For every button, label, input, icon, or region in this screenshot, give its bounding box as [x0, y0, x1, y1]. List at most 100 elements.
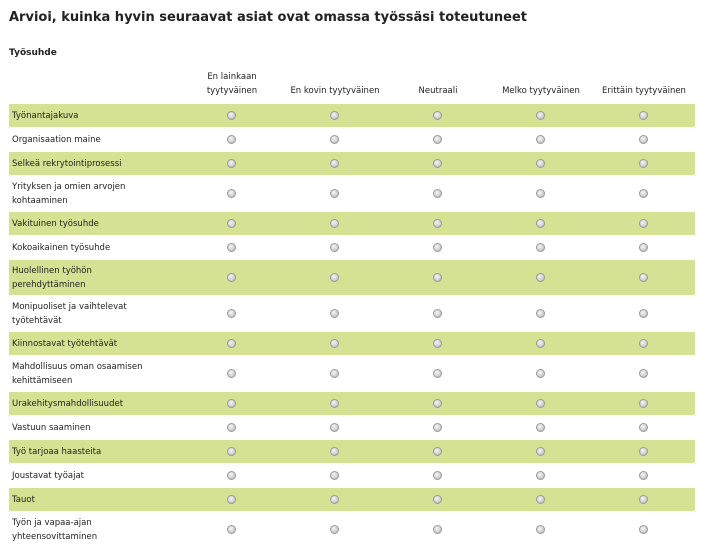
radio-button-icon[interactable]	[536, 189, 545, 198]
radio-button-icon[interactable]	[639, 369, 648, 378]
radio-button-icon[interactable]	[227, 339, 236, 348]
radio-button-icon[interactable]	[330, 471, 339, 480]
row-label: Tauot	[12, 495, 35, 505]
radio-button-icon[interactable]	[433, 369, 442, 378]
radio-button-icon[interactable]	[227, 135, 236, 144]
radio-button-icon[interactable]	[536, 159, 545, 168]
radio-button-icon[interactable]	[433, 243, 442, 252]
column-header-line2: Neutraali	[418, 86, 458, 96]
radio-button-icon[interactable]	[536, 135, 545, 144]
radio-button-icon[interactable]	[536, 399, 545, 408]
radio-button-icon[interactable]	[639, 471, 648, 480]
radio-button-icon[interactable]	[433, 423, 442, 432]
radio-button-icon[interactable]	[639, 219, 648, 228]
radio-button-icon[interactable]	[639, 339, 648, 348]
column-header-2: En kovin tyytyväinen	[285, 68, 385, 98]
radio-button-icon[interactable]	[536, 219, 545, 228]
radio-button-icon[interactable]	[639, 135, 648, 144]
radio-button-icon[interactable]	[433, 471, 442, 480]
radio-button-icon[interactable]	[433, 111, 442, 120]
radio-button-icon[interactable]	[639, 243, 648, 252]
radio-button-icon[interactable]	[330, 189, 339, 198]
radio-button-icon[interactable]	[639, 159, 648, 168]
radio-button-icon[interactable]	[433, 339, 442, 348]
radio-button-icon[interactable]	[536, 339, 545, 348]
row-label: Työn ja vapaa-ajan yhteensovittaminen	[12, 518, 98, 542]
radio-button-icon[interactable]	[536, 111, 545, 120]
radio-button-icon[interactable]	[536, 243, 545, 252]
radio-button-icon[interactable]	[433, 495, 442, 504]
radio-button-icon[interactable]	[330, 339, 339, 348]
radio-button-icon[interactable]	[433, 273, 442, 282]
radio-button-icon[interactable]	[227, 369, 236, 378]
radio-button-icon[interactable]	[433, 447, 442, 456]
column-header-line1: En lainkaan	[207, 72, 257, 82]
radio-button-icon[interactable]	[227, 219, 236, 228]
row-label: Huolellinen työhön perehdyttäminen	[12, 266, 92, 290]
table-row: Mahdollisuus oman osaamisen kehittämisee…	[9, 356, 695, 392]
radio-button-icon[interactable]	[433, 309, 442, 318]
radio-button-icon[interactable]	[227, 525, 236, 534]
radio-button-icon[interactable]	[330, 525, 339, 534]
radio-button-icon[interactable]	[639, 273, 648, 282]
radio-button-icon[interactable]	[227, 159, 236, 168]
table-row: Monipuoliset ja vaihtelevat työtehtävät	[9, 296, 695, 332]
radio-button-icon[interactable]	[639, 189, 648, 198]
radio-button-icon[interactable]	[227, 447, 236, 456]
row-label: Organisaation maine	[12, 135, 101, 145]
radio-button-icon[interactable]	[536, 471, 545, 480]
radio-button-icon[interactable]	[433, 219, 442, 228]
table-row: Vastuun saaminen	[9, 416, 695, 440]
row-label: Mahdollisuus oman osaamisen kehittämisee…	[12, 362, 143, 386]
radio-button-icon[interactable]	[330, 369, 339, 378]
radio-button-icon[interactable]	[227, 495, 236, 504]
radio-button-icon[interactable]	[433, 135, 442, 144]
row-label: Selkeä rekrytointiprosessi	[12, 159, 122, 169]
radio-button-icon[interactable]	[639, 447, 648, 456]
radio-button-icon[interactable]	[639, 399, 648, 408]
radio-button-icon[interactable]	[330, 135, 339, 144]
radio-button-icon[interactable]	[639, 495, 648, 504]
radio-button-icon[interactable]	[639, 111, 648, 120]
radio-button-icon[interactable]	[227, 273, 236, 282]
table-row: Selkeä rekrytointiprosessi	[9, 152, 695, 176]
radio-button-icon[interactable]	[227, 309, 236, 318]
radio-button-icon[interactable]	[330, 423, 339, 432]
row-label: Yrityksen ja omien arvojen kohtaaminen	[12, 182, 126, 206]
radio-button-icon[interactable]	[330, 309, 339, 318]
radio-button-icon[interactable]	[536, 525, 545, 534]
radio-button-icon[interactable]	[227, 423, 236, 432]
radio-button-icon[interactable]	[536, 495, 545, 504]
table-row: Työn ja vapaa-ajan yhteensovittaminen	[9, 512, 695, 548]
radio-button-icon[interactable]	[330, 219, 339, 228]
radio-button-icon[interactable]	[536, 369, 545, 378]
radio-button-icon[interactable]	[227, 399, 236, 408]
radio-button-icon[interactable]	[536, 309, 545, 318]
radio-button-icon[interactable]	[227, 243, 236, 252]
radio-button-icon[interactable]	[433, 399, 442, 408]
radio-button-icon[interactable]	[433, 525, 442, 534]
radio-button-icon[interactable]	[330, 111, 339, 120]
radio-button-icon[interactable]	[330, 447, 339, 456]
radio-button-icon[interactable]	[433, 189, 442, 198]
radio-button-icon[interactable]	[330, 159, 339, 168]
radio-button-icon[interactable]	[227, 189, 236, 198]
radio-button-icon[interactable]	[639, 525, 648, 534]
radio-button-icon[interactable]	[536, 447, 545, 456]
radio-button-icon[interactable]	[536, 273, 545, 282]
column-header-line2: Melko tyytyväinen	[502, 86, 580, 96]
radio-button-icon[interactable]	[536, 423, 545, 432]
row-label: Työ tarjoaa haasteita	[12, 447, 102, 457]
radio-button-icon[interactable]	[433, 159, 442, 168]
section-label: Työsuhde	[9, 48, 57, 58]
column-header-5: Erittäin tyytyväinen	[594, 68, 694, 98]
radio-button-icon[interactable]	[227, 471, 236, 480]
radio-button-icon[interactable]	[227, 111, 236, 120]
radio-button-icon[interactable]	[639, 423, 648, 432]
radio-button-icon[interactable]	[330, 399, 339, 408]
radio-button-icon[interactable]	[330, 273, 339, 282]
radio-button-icon[interactable]	[639, 309, 648, 318]
radio-button-icon[interactable]	[330, 243, 339, 252]
radio-button-icon[interactable]	[330, 495, 339, 504]
